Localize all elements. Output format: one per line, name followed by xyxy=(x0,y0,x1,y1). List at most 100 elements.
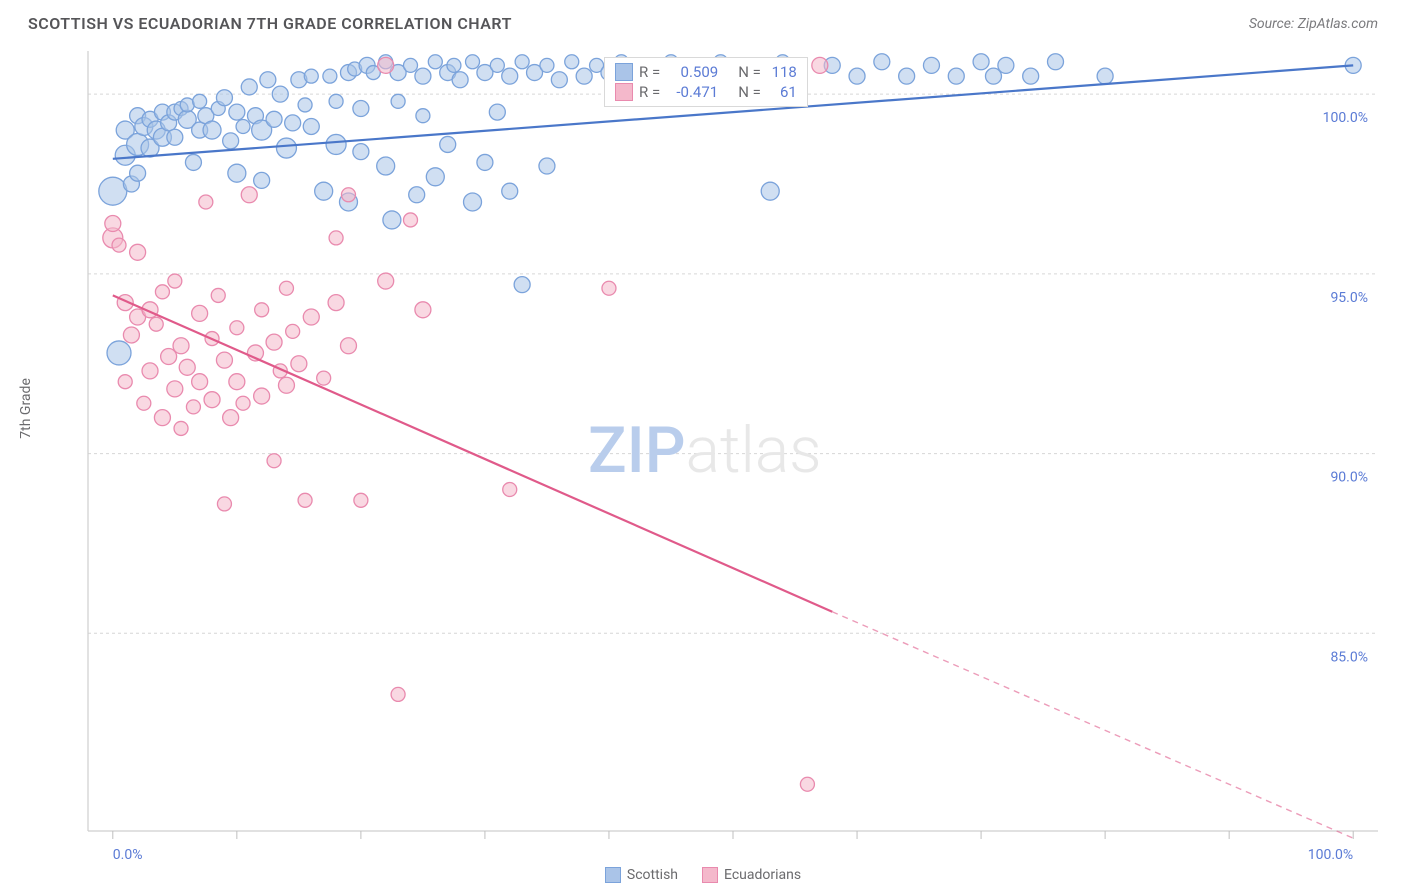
ecuadorians-point xyxy=(149,317,163,331)
svg-text:100.0%: 100.0% xyxy=(1323,110,1368,126)
ecuadorians-point xyxy=(255,303,269,317)
scottish-point xyxy=(99,177,127,205)
legend-swatch-scottish xyxy=(605,867,621,883)
y-axis-label: 7th Grade xyxy=(18,378,34,439)
scottish-point xyxy=(241,79,257,95)
ecuadorians-point xyxy=(155,285,169,299)
svg-text:100.0%: 100.0% xyxy=(1308,847,1353,863)
scottish-point xyxy=(416,109,430,123)
scottish-point xyxy=(466,55,480,69)
scottish-point xyxy=(276,138,296,158)
scottish-point xyxy=(514,277,530,293)
ecuadorians-point xyxy=(217,497,231,511)
scottish-point xyxy=(849,68,865,84)
r-value-ecuadorians: -0.471 xyxy=(666,83,718,101)
bottom-legend: Scottish Ecuadorians xyxy=(28,867,1378,883)
chart-container: 7th Grade 85.0%90.0%95.0%100.0%0.0%100.0… xyxy=(28,43,1378,879)
ecuadorians-point xyxy=(267,454,281,468)
scottish-point xyxy=(167,129,183,145)
legend-label-ecuadorians: Ecuadorians xyxy=(724,867,801,883)
scottish-point xyxy=(565,55,579,69)
scottish-point xyxy=(502,183,518,199)
scottish-point xyxy=(490,58,504,72)
ecuadorians-point xyxy=(216,352,232,368)
svg-text:0.0%: 0.0% xyxy=(113,847,143,863)
scottish-point xyxy=(761,182,779,200)
scottish-point xyxy=(229,104,245,120)
ecuadorians-point xyxy=(229,374,245,390)
stats-row-scottish: R = 0.509 N = 118 xyxy=(605,62,807,82)
scottish-point xyxy=(391,94,405,108)
scottish-point xyxy=(551,72,567,88)
ecuadorians-point xyxy=(173,338,189,354)
legend-item-ecuadorians: Ecuadorians xyxy=(702,867,801,883)
ecuadorians-point xyxy=(391,687,405,701)
scottish-point xyxy=(185,154,201,170)
scottish-point xyxy=(285,115,301,131)
ecuadorians-point xyxy=(241,187,257,203)
ecuadorians-point xyxy=(298,493,312,507)
scottish-point xyxy=(260,72,276,88)
ecuadorians-point xyxy=(340,338,356,354)
scottish-point xyxy=(303,118,319,134)
ecuadorians-point xyxy=(404,213,418,227)
scottish-point xyxy=(1048,54,1064,70)
ecuadorians-point xyxy=(168,274,182,288)
ecuadorians-point xyxy=(286,324,300,338)
ecuadorians-point xyxy=(354,493,368,507)
n-value-ecuadorians: 61 xyxy=(767,83,797,101)
stats-swatch-scottish xyxy=(615,63,633,81)
scottish-point xyxy=(404,58,418,72)
scottish-point xyxy=(353,101,369,117)
scottish-point xyxy=(540,58,554,72)
ecuadorians-point xyxy=(329,231,343,245)
stats-row-ecuadorians: R = -0.471 N = 61 xyxy=(605,82,807,102)
stats-swatch-ecuadorians xyxy=(615,83,633,101)
ecuadorians-point xyxy=(812,57,828,73)
ecuadorians-point xyxy=(378,273,394,289)
svg-text:95.0%: 95.0% xyxy=(1330,290,1368,306)
scottish-point xyxy=(315,182,333,200)
ecuadorians-point xyxy=(167,381,183,397)
ecuadorians-point xyxy=(503,483,517,497)
scottish-point xyxy=(477,154,493,170)
scottish-point xyxy=(576,68,592,84)
scottish-point xyxy=(298,98,312,112)
ecuadorians-point xyxy=(199,195,213,209)
n-value-scottish: 118 xyxy=(767,63,797,81)
legend-item-scottish: Scottish xyxy=(605,867,678,883)
ecuadorians-point xyxy=(142,363,158,379)
legend-label-scottish: Scottish xyxy=(627,867,678,883)
scottish-point xyxy=(304,69,318,83)
scottish-point xyxy=(923,57,939,73)
ecuadorians-point xyxy=(236,396,250,410)
ecuadorians-point xyxy=(279,281,293,295)
ecuadorians-point xyxy=(341,188,355,202)
scottish-point xyxy=(216,90,232,106)
ecuadorians-point xyxy=(211,288,225,302)
chart-title: SCOTTISH VS ECUADORIAN 7TH GRADE CORRELA… xyxy=(28,14,512,33)
ecuadorians-point xyxy=(415,302,431,318)
ecuadorians-point xyxy=(223,410,239,426)
scottish-point xyxy=(326,134,346,154)
scottish-point xyxy=(203,121,221,139)
r-value-scottish: 0.509 xyxy=(666,63,718,81)
ecuadorians-point xyxy=(118,375,132,389)
scottish-point xyxy=(383,211,401,229)
scottish-point xyxy=(1097,68,1113,84)
ecuadorians-point xyxy=(328,295,344,311)
scottish-point xyxy=(440,136,456,152)
ecuadorians-point xyxy=(137,396,151,410)
scottish-point xyxy=(228,164,246,182)
ecuadorians-point xyxy=(230,321,244,335)
ecuadorians-point xyxy=(266,334,282,350)
ecuadorians-point xyxy=(254,388,270,404)
scottish-point xyxy=(539,158,555,174)
n-label: N = xyxy=(738,63,761,81)
scottish-point xyxy=(948,68,964,84)
scottish-point xyxy=(107,341,131,365)
source-label: Source: ZipAtlas.com xyxy=(1249,16,1378,32)
scottish-point xyxy=(377,157,395,175)
scottish-point xyxy=(464,193,482,211)
ecuadorians-point xyxy=(303,309,319,325)
